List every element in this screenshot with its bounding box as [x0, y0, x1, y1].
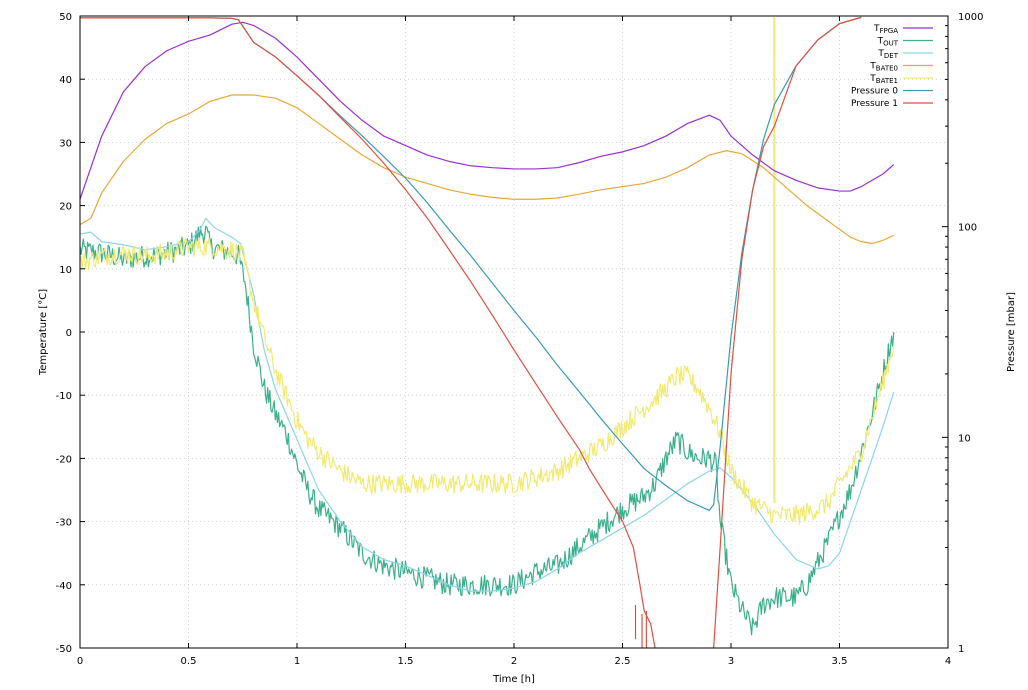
x-axis-label: Time [h]: [492, 674, 535, 685]
series-line-2: [79, 217, 895, 592]
x-tick-label: 2.5: [615, 656, 631, 667]
series-line-6: [80, 17, 656, 649]
x-tick-label: 4: [945, 656, 951, 667]
legend-label: Pressure 1: [851, 99, 898, 109]
legend-label: TFPGA: [873, 24, 898, 35]
x-tick-label: 1.5: [398, 656, 414, 667]
x-tick-label: 1: [294, 656, 300, 667]
y-tick-label: -40: [56, 581, 72, 592]
grid-layer: [80, 16, 948, 648]
y-tick-label: 0: [66, 328, 72, 339]
x-tick-label: 2: [511, 656, 517, 667]
y-tick-label: -50: [56, 644, 72, 655]
y2-tick-label: 10: [958, 433, 971, 444]
series-line-6: [713, 16, 862, 649]
series-line-4: [79, 237, 895, 525]
x-tick-label: 3.5: [832, 656, 848, 667]
legend-label: TOUT: [877, 37, 899, 48]
x-tick-label: 0.5: [181, 656, 197, 667]
x-tick-label: 3: [728, 656, 734, 667]
y-tick-label: 50: [59, 12, 72, 23]
y-tick-label: 40: [59, 75, 72, 86]
legend-label: TDET: [877, 49, 898, 60]
y-tick-label: -20: [56, 454, 72, 465]
y2-tick-label: 100: [958, 223, 977, 234]
y-tick-label: 30: [59, 138, 72, 149]
x-tick-label: 0: [77, 656, 83, 667]
y-tick-label: -30: [56, 518, 72, 529]
series-line-0: [79, 21, 895, 200]
series-line-3: [79, 94, 895, 245]
legend-label: TBATE1: [869, 74, 898, 85]
legend-label: Pressure 0: [851, 87, 898, 97]
y-axis-label: Temperature [°C]: [38, 289, 49, 376]
y2-axis-label: Pressure [mbar]: [1006, 292, 1017, 372]
legend-label: TBATE0: [869, 62, 898, 73]
ticks-layer: 0 0.5 1 1.5 2 2.5 3 3.5 4 -50 -40 -30 -20 -10 0 10 20 30 4…: [56, 12, 984, 667]
series-line-1: [79, 225, 895, 636]
y-tick-label: 20: [59, 202, 72, 213]
y2-tick-label: 1: [958, 644, 964, 655]
y-tick-label: -10: [56, 391, 72, 402]
y-tick-label: 10: [59, 265, 72, 276]
series-layer: [79, 16, 895, 649]
y2-tick-label: 1000: [958, 12, 983, 23]
